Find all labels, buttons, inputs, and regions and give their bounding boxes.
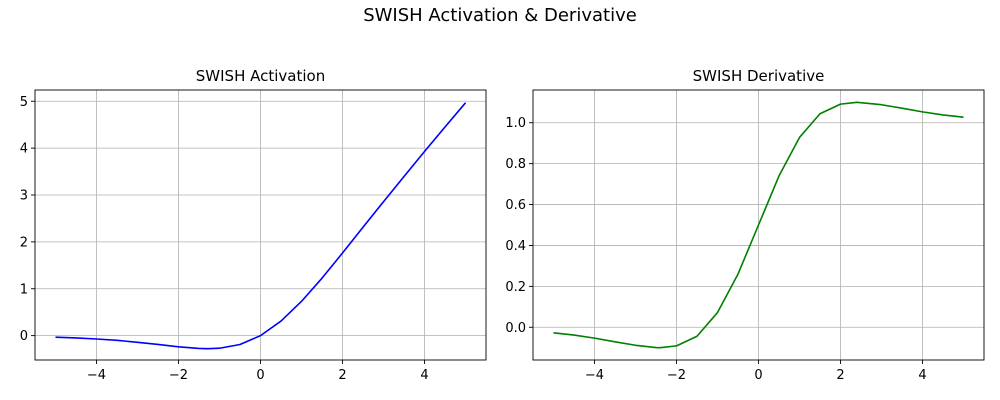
y-tick-label: 0.2 — [505, 280, 526, 295]
x-tick-label: 0 — [256, 368, 264, 383]
x-tick-label: 4 — [918, 368, 926, 383]
x-tick-label: 2 — [836, 368, 844, 383]
y-tick-label: 0.0 — [505, 321, 526, 336]
x-tick-label: 4 — [420, 368, 428, 383]
x-tick-label: −2 — [169, 368, 188, 383]
y-tick-label: 5 — [20, 95, 28, 110]
y-tick-label: 4 — [20, 142, 28, 157]
y-tick-label: 2 — [20, 235, 28, 250]
y-tick-label: 0.8 — [505, 157, 526, 172]
x-tick-label: −2 — [667, 368, 686, 383]
figure-suptitle: SWISH Activation & Derivative — [363, 5, 637, 26]
y-tick-label: 1.0 — [505, 116, 526, 131]
y-tick-label: 0 — [20, 329, 28, 344]
y-tick-label: 0.4 — [505, 239, 526, 254]
x-tick-label: 2 — [338, 368, 346, 383]
x-tick-label: −4 — [87, 368, 106, 383]
axes-title: SWISH Activation — [196, 67, 325, 85]
x-tick-label: 0 — [754, 368, 762, 383]
axes-activation: −4 −2 0 2 4 0 1 2 3 4 5 SWISH Activation — [20, 67, 487, 383]
series-line-derivative — [553, 101, 964, 349]
axes-derivative: −4 −2 0 2 4 0.0 0.2 0.4 0.6 0.8 1.0 SWISH Derivativ… — [505, 67, 985, 383]
series-line-activation — [55, 102, 467, 350]
y-tick-label: 1 — [20, 282, 28, 297]
y-tick-label: 3 — [20, 189, 28, 204]
x-tick-label: −4 — [585, 368, 604, 383]
axes-title: SWISH Derivative — [693, 67, 825, 85]
y-tick-label: 0.6 — [505, 198, 526, 213]
